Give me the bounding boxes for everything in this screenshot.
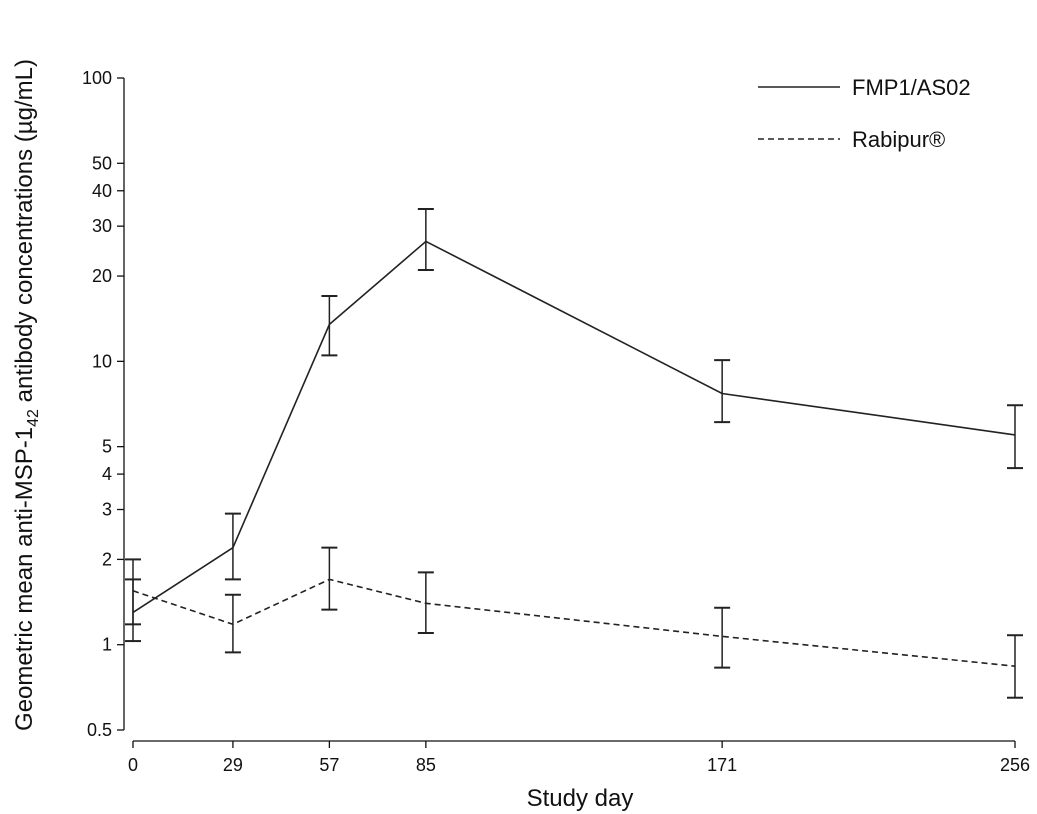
- x-tick-label: 256: [1000, 755, 1030, 775]
- y-axis-title-subscript: 42: [25, 409, 42, 427]
- y-tick-label: 2: [102, 549, 112, 569]
- y-tick-label: 3: [102, 500, 112, 520]
- legend-label: Rabipur®: [852, 127, 945, 152]
- y-tick-label: 5: [102, 437, 112, 457]
- series-layer: [125, 207, 1023, 699]
- y-tick-label: 4: [102, 464, 112, 484]
- x-tick-label: 29: [223, 755, 243, 775]
- x-tick-label: 57: [319, 755, 339, 775]
- y-tick-label: 0.5: [87, 720, 112, 740]
- y-tick-label: 1: [102, 635, 112, 655]
- y-tick-label: 50: [92, 153, 112, 173]
- x-tick-label: 0: [128, 755, 138, 775]
- series-line: [132, 578, 1016, 667]
- y-axis-title-rest: antibody concentrations (µg/mL): [11, 59, 38, 409]
- series-line: [132, 240, 1016, 614]
- x-tick-label: 85: [416, 755, 436, 775]
- legend: FMP1/AS02 Rabipur®: [758, 75, 971, 152]
- axes: 0.5 1 2 3 4 5 10 20 30 40 50 100 0 29 57 85 171 256: [82, 68, 1030, 775]
- y-tick-label: 10: [92, 351, 112, 371]
- legend-label: FMP1/AS02: [852, 75, 971, 100]
- y-tick-label: 30: [92, 216, 112, 236]
- y-tick-label: 40: [92, 181, 112, 201]
- series-group: [125, 546, 1023, 699]
- y-axis-title-main: Geometric mean anti-MSP-1: [11, 427, 38, 731]
- x-tick-label: 171: [707, 755, 737, 775]
- y-axis-title: Geometric mean anti-MSP-142 antibody con…: [11, 59, 42, 731]
- x-axis-title: Study day: [527, 785, 634, 812]
- y-tick-label: 20: [92, 266, 112, 286]
- series-group: [125, 207, 1023, 643]
- y-tick-label: 100: [82, 68, 112, 88]
